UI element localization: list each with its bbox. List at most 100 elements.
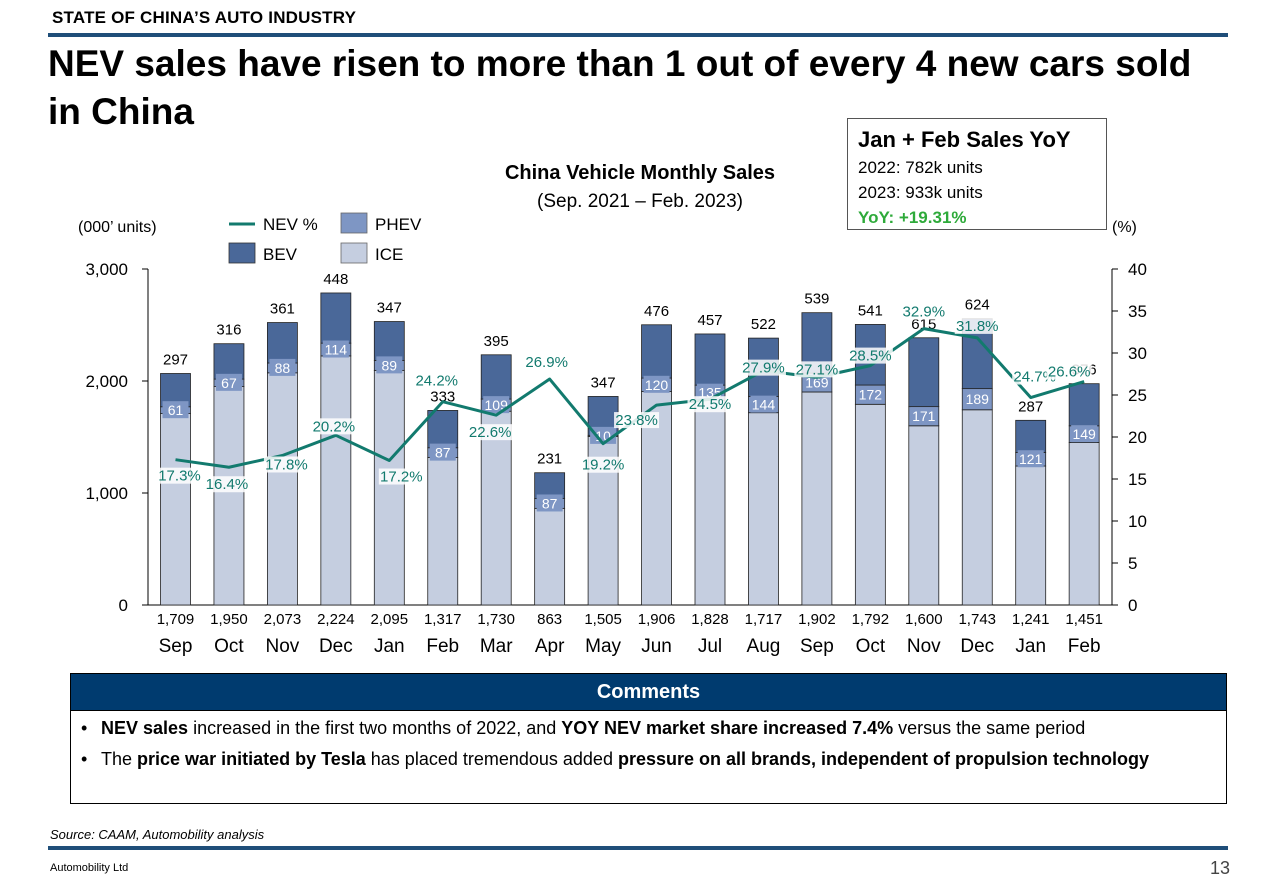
bar-bev [1068, 383, 1100, 427]
x-category-label: Apr [535, 636, 565, 657]
page-number: 13 [1209, 858, 1230, 878]
bar-ice [961, 409, 993, 606]
y-tick-label: 1,000 [85, 484, 128, 503]
bev-value-label: 361 [270, 301, 295, 318]
bar-ice [534, 507, 566, 606]
phev-label-bg [1071, 425, 1098, 443]
x-category-label: Sep [800, 636, 834, 657]
phev-label-bg [750, 395, 777, 413]
bar-bev [534, 472, 566, 499]
bev-value-label: 476 [644, 303, 669, 320]
x-category-label: Mar [480, 636, 513, 657]
bev-value-label: 541 [858, 302, 883, 319]
sales-chart: China Vehicle Monthly Sales (Sep. 2021 – … [78, 162, 1147, 657]
y2-tick-label: 20 [1128, 428, 1147, 447]
phev-label-bg [857, 385, 884, 403]
phev-value-label: 61 [168, 402, 184, 418]
chart-title: China Vehicle Monthly Sales [505, 162, 775, 184]
nev-value-label: 24.2% [415, 373, 458, 390]
x-category-label: Sep [159, 636, 193, 657]
x-category-label: May [585, 636, 621, 657]
top-rule [48, 33, 1228, 37]
phev-value-label: 149 [1072, 426, 1096, 442]
headline: NEV sales have risen to more than 1 out … [48, 43, 1192, 132]
bev-value-label: 448 [323, 271, 348, 288]
yoy-change-line: YoY: +19.31% [858, 208, 967, 227]
ice-value-label: 1,451 [1065, 611, 1103, 628]
y-tick-label: 0 [119, 596, 128, 615]
phev-label-bg [269, 358, 296, 376]
bar-ice [320, 355, 352, 606]
x-category-label: Aug [747, 636, 781, 657]
nev-label-bg [414, 372, 460, 389]
nev-value-label: 27.1% [796, 361, 839, 378]
comment-1-bold-2: YOY NEV market share increased 7.4% [561, 718, 894, 738]
ice-value-label: 1,317 [424, 611, 462, 628]
bev-value-label: 395 [484, 333, 509, 350]
ice-value-label: 1,743 [958, 611, 996, 628]
source-note: Source: CAAM, Automobility analysis [50, 827, 265, 842]
phev-value-label: 114 [325, 342, 348, 358]
bev-value-label: 347 [591, 374, 616, 391]
nev-label-bg [687, 396, 733, 413]
phev-value-label: 109 [485, 397, 509, 413]
yoy-2023-line: 2023: 933k units [858, 183, 983, 202]
bar-bev [694, 333, 726, 386]
x-category-label: Oct [856, 636, 886, 657]
yoy-2022-line: 2022: 782k units [858, 158, 983, 177]
phev-label-bg [536, 494, 563, 512]
nev-value-label: 32.9% [903, 304, 946, 321]
yoy-summary-box: Jan + Feb Sales YoY 2022: 782k units 202… [847, 118, 1107, 230]
nev-value-label: 16.4% [206, 476, 249, 493]
ice-value-label: 1,906 [638, 611, 676, 628]
bev-value-label: 297 [163, 351, 188, 368]
ice-value-label: 1,828 [691, 611, 729, 628]
bev-value-label: 457 [697, 312, 722, 329]
bar-bev [373, 321, 405, 361]
nev-value-label: 22.6% [469, 424, 512, 441]
phev-label-bg [429, 443, 456, 461]
x-category-label: Dec [960, 636, 994, 657]
ice-value-label: 1,600 [905, 611, 943, 628]
nev-value-label: 17.8% [265, 456, 308, 473]
y-tick-label: 3,000 [85, 260, 128, 279]
x-category-label: Jul [698, 636, 722, 657]
chart-subtitle: (Sep. 2021 – Feb. 2023) [537, 191, 743, 212]
nev-share-line [175, 327, 1085, 469]
phev-value-label: 87 [435, 445, 451, 461]
bar-bev [641, 324, 672, 379]
nev-value-label: 28.5% [849, 348, 892, 365]
nev-label-bg [580, 456, 626, 473]
bar-bev [908, 337, 940, 408]
nev-value-label: 20.2% [313, 418, 356, 435]
comment-bullet-2: The price war initiated by Tesla has pla… [79, 748, 1216, 771]
y2-axis-label: (%) [1112, 219, 1137, 236]
ice-value-label: 2,224 [317, 611, 355, 628]
ice-value-label: 1,717 [745, 611, 783, 628]
phev-value-label: 189 [966, 391, 990, 407]
x-category-label: Nov [907, 636, 941, 657]
nev-label-bg [263, 456, 309, 473]
phev-label-bg [215, 373, 242, 391]
phev-value-label: 88 [275, 360, 291, 376]
bar-ice [427, 457, 459, 606]
comment-1-text-2: versus the same period [893, 718, 1086, 738]
nev-label-bg [1012, 368, 1058, 385]
phev-label-bg [643, 375, 670, 393]
nev-label-bg [1046, 363, 1092, 380]
bar-bev [427, 410, 459, 449]
bar-ice [748, 412, 779, 606]
nev-label-bg [311, 418, 357, 435]
bar-ice [266, 372, 298, 606]
bar-ice [373, 369, 405, 606]
company-name: Automobility Ltd [50, 862, 129, 874]
ice-value-label: 1,902 [798, 611, 836, 628]
ice-value-label: 1,709 [157, 611, 195, 628]
x-category-label: Jun [641, 636, 672, 657]
comment-2-text-1: The [101, 749, 138, 769]
nev-value-label: 31.8% [956, 318, 999, 335]
bev-value-label: 539 [804, 291, 829, 308]
bar-ice [213, 386, 245, 606]
comment-1-text-1: increased in the first two months of 202… [188, 718, 562, 738]
bar-bev [480, 354, 512, 400]
